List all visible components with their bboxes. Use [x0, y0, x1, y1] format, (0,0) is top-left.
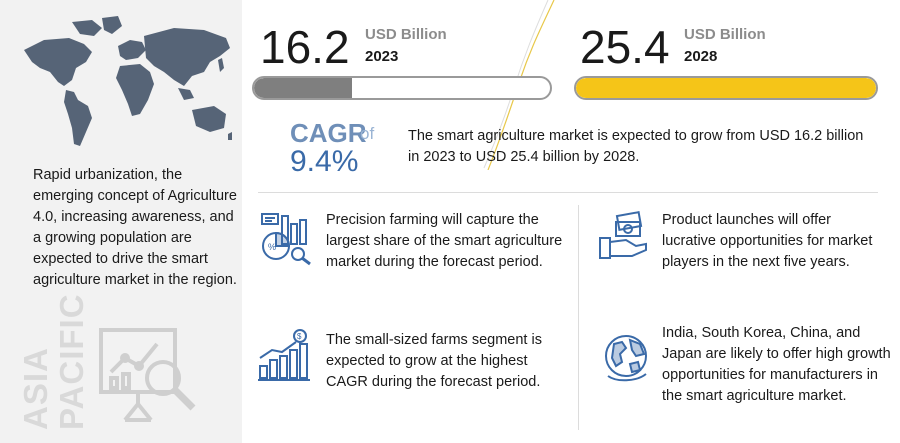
svg-text:%: % — [268, 242, 276, 252]
region-label: ASIA PACIFIC — [17, 293, 90, 430]
progress-bar — [574, 76, 878, 100]
growth-chart-icon: $ — [258, 329, 310, 381]
stat-unit: USD Billion — [684, 26, 766, 43]
region-panel: Rapid urbanization, the emerging concept… — [0, 0, 242, 443]
vertical-divider — [578, 205, 579, 430]
region-label-line1: ASIA — [17, 347, 54, 430]
horizontal-divider — [258, 192, 878, 193]
cagr-value: 9.4% — [290, 145, 359, 178]
cagr-of: of — [360, 124, 375, 143]
insight-text: India, South Korea, China, and Japan are… — [662, 325, 891, 404]
progress-bar — [252, 76, 552, 100]
precision-farming-icon: % — [261, 213, 311, 266]
world-map-icon — [24, 16, 232, 146]
stat-value: 25.4 — [580, 21, 670, 73]
region-label-line2: PACIFIC — [53, 293, 90, 430]
insight-text: Precision farming will capture the large… — [326, 212, 563, 270]
progress-bar-fill — [254, 78, 352, 98]
globe-icon — [605, 335, 647, 382]
stat-year: 2023 — [365, 48, 399, 65]
cagr-label: CAGR — [290, 118, 367, 148]
stat-value: 16.2 — [260, 21, 350, 73]
product-launch-icon — [599, 211, 647, 259]
region-description: Rapid urbanization, the emerging concept… — [33, 167, 237, 288]
insight-text: The small-sized farms segment is expecte… — [326, 332, 542, 390]
insight-text: Product launches will offer lucrative op… — [662, 212, 873, 270]
stat-unit: USD Billion — [365, 26, 447, 43]
stat-year: 2028 — [684, 48, 718, 65]
svg-text:$: $ — [297, 332, 302, 341]
progress-bar-fill — [576, 78, 876, 98]
cagr-description: The smart agriculture market is expected… — [408, 128, 864, 165]
analysis-board-icon — [99, 328, 196, 422]
